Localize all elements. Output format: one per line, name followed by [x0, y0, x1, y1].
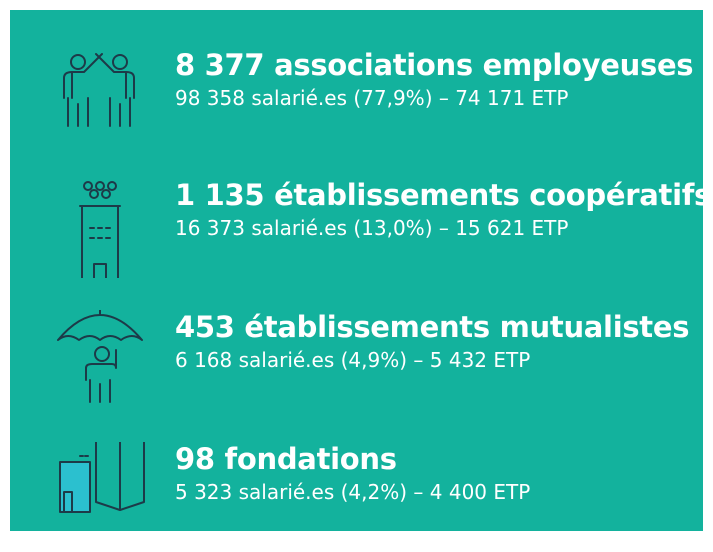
text-block: 98 fondations 5 323 salarié.es (4,2%) – … — [175, 442, 530, 504]
item-detail: 98 358 salarié.es (77,9%) – 74 171 ETP — [175, 86, 569, 110]
item-title: 98 fondations — [175, 442, 397, 476]
panel: 8 377 associations employeuses 98 358 sa… — [10, 10, 711, 531]
item-title: 453 établissements mutualistes — [175, 310, 690, 344]
item-detail: 6 168 salarié.es (4,9%) – 5 432 ETP — [175, 348, 531, 372]
text-block: 453 établissements mutualistes 6 168 sal… — [175, 310, 690, 372]
item-detail: 5 323 salarié.es (4,2%) – 4 400 ETP — [175, 480, 531, 504]
row: 8 377 associations employeuses 98 358 sa… — [10, 48, 703, 158]
icon-building — [79, 181, 121, 278]
row: 453 établissements mutualistes 6 168 sal… — [10, 310, 703, 420]
row: 1 135 établissements coopératifs 16 373 … — [10, 178, 711, 288]
item-title: 1 135 établissements coopératifs — [175, 178, 712, 212]
item-title: 8 377 associations employeuses — [175, 48, 694, 82]
item-detail: 16 373 salarié.es (13,0%) – 15 621 ETP — [175, 216, 569, 240]
icon-people — [63, 53, 135, 127]
icon-foundation — [59, 442, 145, 513]
row: 98 fondations 5 323 salarié.es (4,2%) – … — [10, 442, 703, 552]
icon-umbrella — [57, 310, 143, 403]
text-block: 1 135 établissements coopératifs 16 373 … — [175, 178, 711, 240]
text-block: 8 377 associations employeuses 98 358 sa… — [175, 48, 694, 110]
